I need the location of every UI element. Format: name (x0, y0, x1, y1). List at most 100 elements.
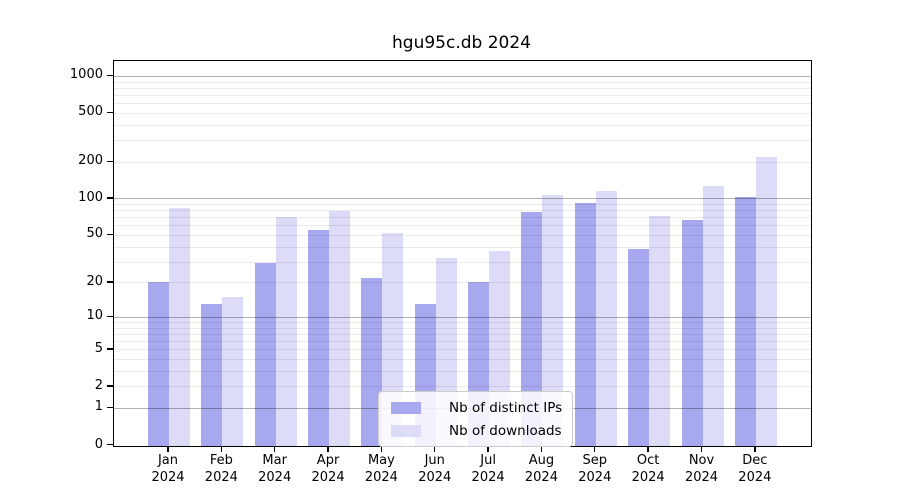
x-tick-mark (647, 446, 649, 452)
minor-gridline (114, 217, 811, 219)
minor-gridline (114, 225, 811, 227)
x-tick-label: Feb 2024 (204, 453, 238, 485)
bar-distinct-ips (521, 211, 543, 446)
bar-downloads (169, 207, 190, 446)
x-tick-mark (594, 446, 596, 452)
minor-gridline (114, 359, 811, 361)
bar-downloads (702, 186, 724, 446)
bar-distinct-ips (201, 304, 223, 446)
minor-gridline (114, 327, 811, 329)
x-tick-label: May 2024 (364, 453, 398, 485)
y-tick-mark (107, 197, 113, 199)
y-tick-label: 1000 (69, 67, 103, 83)
bar-distinct-ips (628, 249, 650, 446)
y-tick-label: 100 (78, 189, 103, 205)
minor-gridline (114, 261, 811, 263)
bar-distinct-ips (148, 282, 169, 446)
minor-gridline (114, 124, 811, 126)
minor-gridline (114, 333, 811, 335)
minor-gridline (114, 210, 811, 212)
x-tick-label: Jun 2024 (418, 453, 452, 485)
legend-label-ips: Nb of distinct IPs (449, 399, 563, 416)
minor-gridline (114, 246, 811, 248)
bar-distinct-ips (681, 219, 703, 446)
legend-label-downloads: Nb of downloads (449, 422, 562, 439)
bar-distinct-ips (308, 229, 330, 446)
y-tick-mark (107, 281, 113, 283)
minor-gridline (114, 87, 811, 89)
legend-item-distinct-ips: Nb of distinct IPs (391, 399, 562, 416)
y-tick-mark (107, 385, 113, 387)
gridline (114, 316, 811, 318)
gridline (114, 198, 811, 200)
legend: Nb of distinct IPs Nb of downloads (378, 391, 574, 447)
minor-gridline (114, 94, 811, 96)
x-tick-label: Sep 2024 (578, 453, 612, 485)
x-tick-label: Mar 2024 (258, 453, 292, 485)
x-tick-label: Aug 2024 (524, 453, 558, 485)
x-tick-label: Apr 2024 (311, 453, 345, 485)
y-tick-mark (107, 406, 113, 409)
y-tick-mark (107, 348, 113, 350)
y-tick-label: 500 (78, 104, 103, 120)
minor-gridline (114, 322, 811, 323)
minor-gridline (114, 140, 811, 142)
minor-gridline (114, 341, 811, 343)
x-tick-label: Jul 2024 (471, 453, 505, 485)
y-tick-mark (107, 111, 113, 114)
gridline (114, 282, 811, 284)
bar-downloads (542, 194, 564, 446)
bar-distinct-ips (361, 277, 383, 446)
y-tick-mark (107, 160, 113, 163)
bar-downloads (755, 157, 777, 446)
legend-item-downloads: Nb of downloads (391, 422, 562, 439)
bar-downloads (329, 210, 351, 446)
x-tick-label: Oct 2024 (631, 453, 665, 485)
plot-area: Nb of distinct IPs Nb of downloads (113, 60, 812, 447)
legend-swatch-downloads (391, 424, 421, 437)
x-tick-mark (754, 446, 756, 452)
x-tick-mark (220, 446, 223, 452)
y-tick-label: 50 (86, 226, 103, 242)
x-tick-mark (380, 446, 383, 452)
x-tick-mark (700, 446, 703, 452)
bar-distinct-ips (254, 263, 276, 446)
bar-downloads (649, 215, 671, 446)
x-tick-mark (327, 446, 329, 452)
minor-gridline (114, 103, 811, 105)
x-tick-label: Nov 2024 (684, 453, 719, 485)
y-tick-mark (107, 233, 113, 236)
bar-downloads (222, 296, 244, 446)
minor-gridline (114, 370, 811, 372)
x-tick-mark (487, 446, 489, 452)
y-tick-mark (107, 74, 113, 77)
x-tick-mark (434, 446, 436, 452)
gridline (114, 234, 811, 236)
bar-distinct-ips (734, 196, 756, 446)
y-tick-label: 20 (86, 273, 103, 289)
x-tick-mark (167, 446, 169, 452)
gridline (114, 161, 811, 163)
y-tick-mark (107, 444, 113, 446)
x-tick-mark (540, 446, 543, 452)
bar-downloads (595, 190, 617, 446)
minor-gridline (114, 204, 811, 206)
y-tick-label: 5 (94, 340, 103, 356)
gridline (114, 75, 811, 77)
minor-gridline (114, 81, 811, 83)
gridline (114, 349, 811, 351)
bar-distinct-ips (574, 202, 596, 446)
x-tick-label: Jan 2024 (151, 453, 185, 485)
x-tick-mark (274, 446, 276, 452)
y-tick-label: 0 (94, 436, 103, 452)
chart-title: hgu95c.db 2024 (392, 33, 531, 53)
y-tick-label: 1 (94, 399, 103, 415)
x-tick-label: Dec 2024 (738, 453, 772, 485)
legend-swatch-ips (391, 401, 421, 414)
gridline (114, 386, 811, 388)
y-tick-label: 2 (94, 377, 103, 393)
y-tick-label: 10 (86, 308, 103, 324)
gridline (114, 112, 811, 114)
bar-downloads (275, 216, 297, 446)
